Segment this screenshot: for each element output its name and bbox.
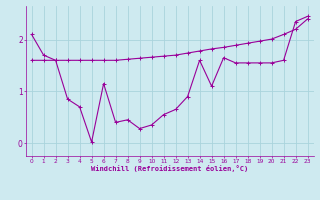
X-axis label: Windchill (Refroidissement éolien,°C): Windchill (Refroidissement éolien,°C)	[91, 165, 248, 172]
